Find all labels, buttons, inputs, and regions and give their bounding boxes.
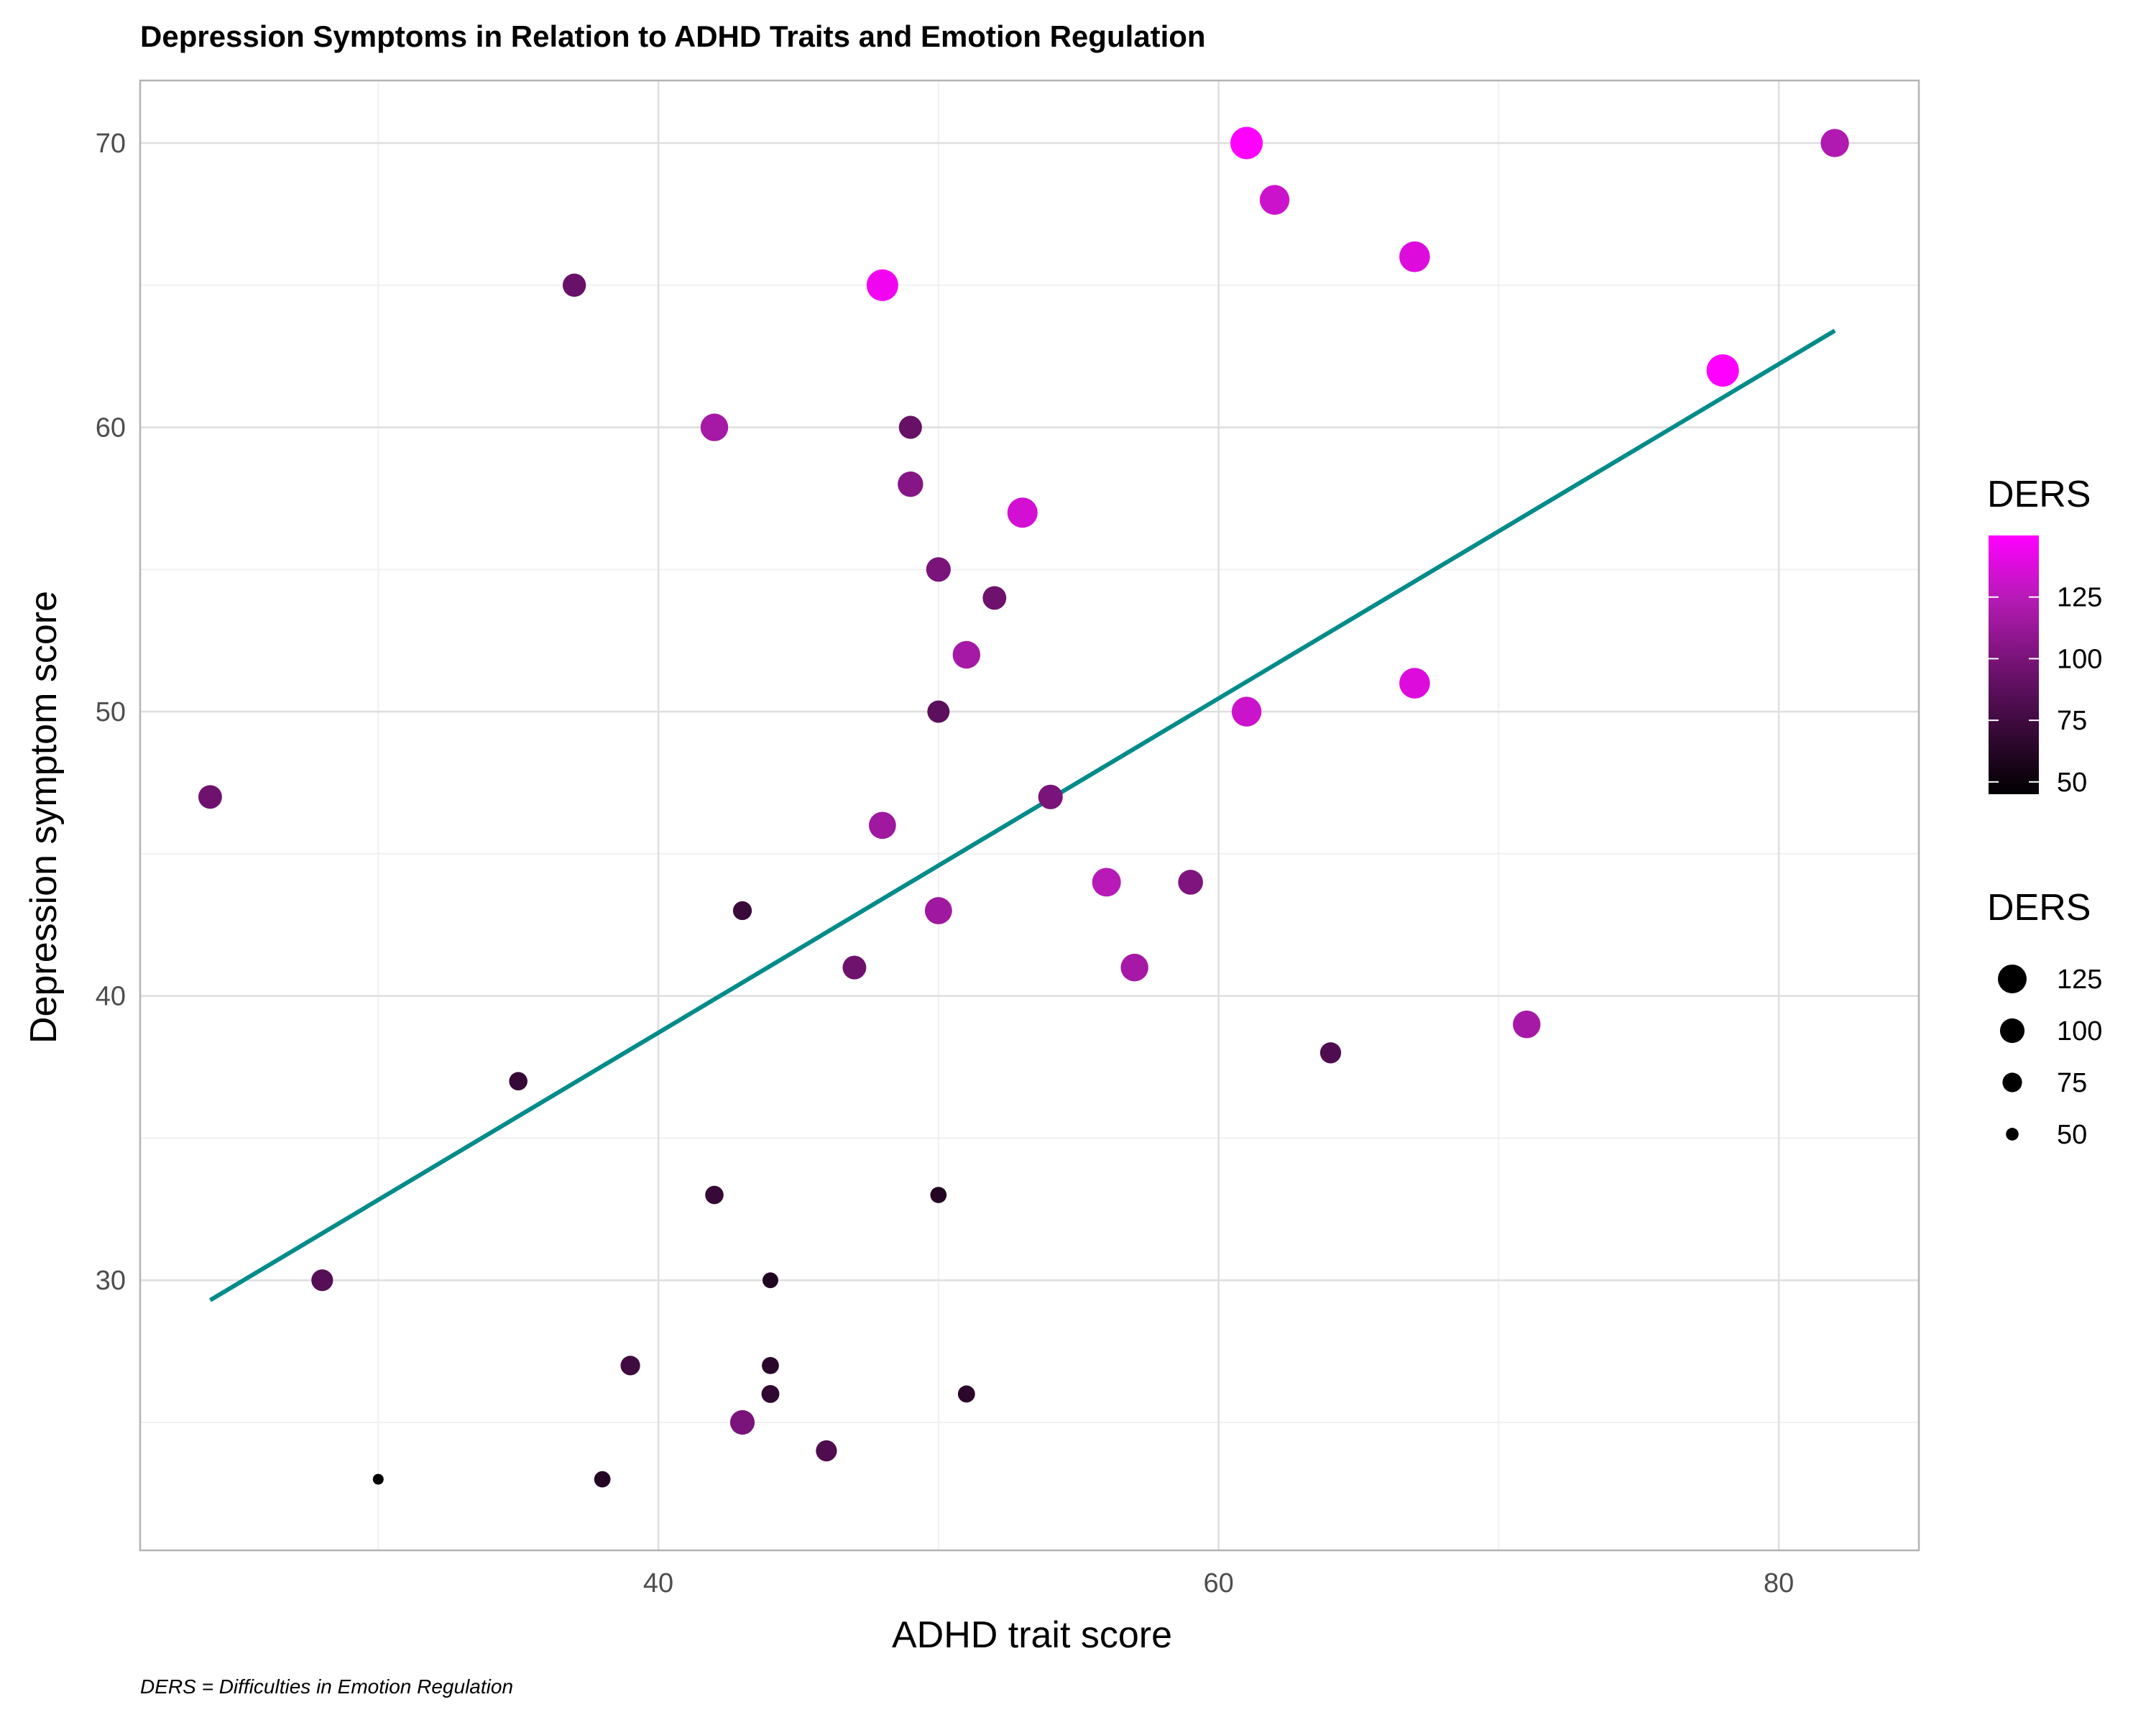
data-point <box>509 1072 528 1091</box>
size-legend-title: DERS <box>1987 887 2091 929</box>
x-tick-label: 40 <box>643 1568 673 1598</box>
plot-panel <box>139 79 1920 1552</box>
y-tick-label: 30 <box>96 1266 126 1296</box>
size-legend-items: 125 100 75 50 <box>1998 965 2102 1150</box>
data-point <box>898 471 923 497</box>
x-axis-title: ADHD trait score <box>892 1614 1172 1656</box>
data-points <box>198 126 1849 1488</box>
size-legend-key <box>1999 1018 2025 1044</box>
data-point <box>1178 870 1203 895</box>
data-point <box>816 1440 837 1462</box>
data-point <box>930 1187 947 1203</box>
data-point <box>898 415 922 439</box>
data-point <box>729 1409 755 1435</box>
size-legend: DERS 125 100 75 50 <box>1987 887 2102 1150</box>
data-point <box>311 1269 333 1292</box>
color-legend-label: 50 <box>2057 768 2087 798</box>
data-point <box>1230 126 1263 160</box>
data-point <box>926 557 951 582</box>
size-legend-key <box>2002 1072 2022 1092</box>
data-point <box>1120 953 1148 982</box>
y-axis-title: Depression symptom score <box>23 591 65 1044</box>
data-point <box>372 1473 384 1485</box>
chart-title: Depression Symptoms in Relation to ADHD … <box>140 19 1206 53</box>
data-point <box>1092 868 1121 897</box>
data-point <box>1820 129 1849 157</box>
color-legend-title: DERS <box>1987 474 2091 515</box>
x-tick-label: 80 <box>1764 1568 1794 1598</box>
data-point <box>952 640 981 669</box>
panel-border <box>139 79 1920 1552</box>
color-legend-ticks: 50 75 100 125 <box>1989 583 2102 798</box>
data-point <box>927 700 950 723</box>
size-legend-label: 75 <box>2057 1068 2087 1098</box>
color-legend: DERS 50 75 100 125 <box>1987 474 2102 798</box>
y-tick-label: 50 <box>96 697 126 727</box>
data-point <box>982 586 1007 610</box>
panel-background <box>140 80 1919 1550</box>
data-point <box>866 269 898 301</box>
size-legend-label: 100 <box>2057 1016 2102 1046</box>
data-point <box>1513 1011 1541 1039</box>
size-legend-label: 125 <box>2057 965 2102 995</box>
data-point <box>868 811 896 840</box>
y-tick-label: 40 <box>96 982 126 1012</box>
y-tick-labels: 30 40 50 60 70 <box>96 129 126 1296</box>
data-point <box>700 413 729 441</box>
data-point <box>1399 241 1430 272</box>
color-legend-label: 75 <box>2057 706 2087 736</box>
data-point <box>1399 668 1430 699</box>
data-point <box>1319 1042 1342 1064</box>
size-legend-label: 50 <box>2057 1120 2087 1150</box>
size-legend-key <box>1998 965 2027 993</box>
data-point <box>1038 784 1063 809</box>
data-point <box>761 1385 780 1403</box>
data-point <box>842 955 867 980</box>
color-legend-label: 125 <box>2057 583 2102 613</box>
data-point <box>924 897 952 924</box>
data-point <box>620 1356 640 1376</box>
y-tick-label: 70 <box>96 129 126 159</box>
color-legend-label: 100 <box>2057 644 2102 674</box>
data-point <box>762 1272 778 1289</box>
color-legend-bar <box>1989 535 2039 794</box>
data-point <box>198 785 222 809</box>
y-tick-label: 60 <box>96 413 126 443</box>
size-legend-key <box>2006 1128 2019 1141</box>
data-point <box>732 901 752 921</box>
data-point <box>1007 497 1038 528</box>
data-point <box>562 273 586 297</box>
data-point <box>1259 185 1290 215</box>
data-point <box>762 1356 779 1374</box>
x-tick-label: 60 <box>1203 1568 1233 1598</box>
data-point <box>1231 696 1262 727</box>
trend-line <box>208 328 1836 1302</box>
data-point <box>1706 354 1739 387</box>
chart-caption: DERS = Difficulties in Emotion Regulatio… <box>140 1675 513 1698</box>
trend-line-layer <box>208 328 1836 1302</box>
data-point <box>957 1385 975 1403</box>
data-point <box>705 1185 724 1205</box>
data-point <box>594 1471 611 1488</box>
x-tick-labels: 40 60 80 <box>643 1568 1794 1598</box>
grid-lines <box>140 80 1919 1550</box>
